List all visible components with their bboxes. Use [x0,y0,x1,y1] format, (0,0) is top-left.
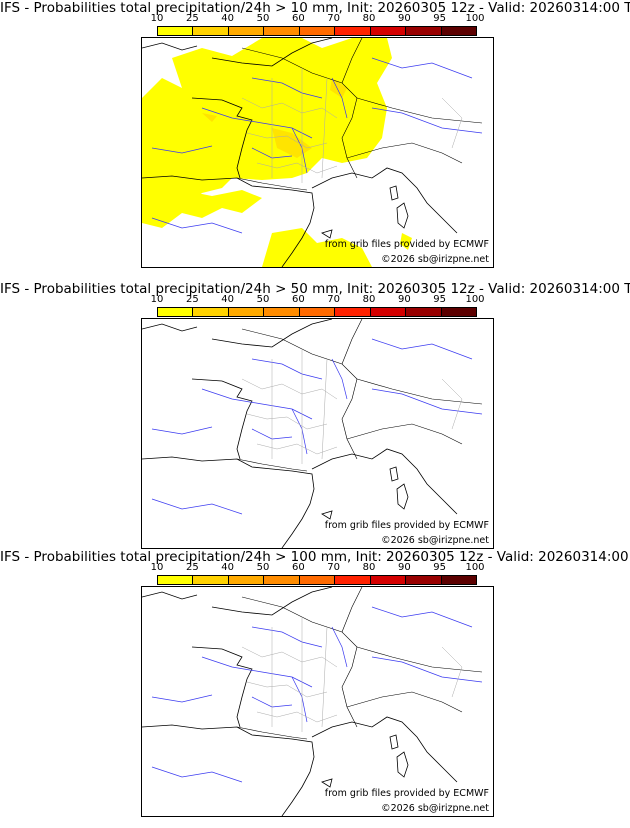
colorbar-segment [228,27,265,35]
colorbar-segment [299,308,336,316]
colorbar-segment [406,27,442,35]
source-credit: from grib files provided by ECMWF [324,788,489,799]
colorbar-segment [193,308,229,316]
colorbar-segment [158,308,194,316]
copyright-credit: ©2026 sb@irizpne.net [381,254,489,265]
rivers [151,606,483,783]
coastline [142,38,458,267]
colorbar-ticks: 10 25 40 50 60 70 80 90 95 100 [151,294,485,306]
colorbar-segment [264,576,300,584]
coastline [142,587,458,816]
colorbar-segment [335,27,371,35]
admin-boundaries [241,68,463,183]
colorbar-segment [441,27,476,35]
copyright-credit: ©2026 sb@irizpne.net [381,535,489,546]
map-drawing [142,319,483,548]
map-drawing [142,587,483,816]
colorbar-tick-label: 10 [150,562,164,573]
colorbar-tick-label: 50 [256,294,270,305]
colorbar-tick-label: 60 [291,562,305,573]
colorbar-tick-label: 95 [433,13,447,24]
colorbar-ticks: 10 25 40 50 60 70 80 90 95 100 [151,562,485,574]
colorbar-tick-label: 25 [185,562,199,573]
panel-title: IFS - Probabilities total precipitation/… [0,549,630,565]
colorbar-segment [335,308,371,316]
colorbar-segment [228,308,265,316]
colorbar-segment [158,27,194,35]
colorbar-segment [441,308,476,316]
probability-map: from grib files provided by ECMWF ©2026 … [141,586,494,817]
colorbar-tick-label: 80 [362,562,376,573]
colorbar-segment [335,576,371,584]
colorbar [157,575,477,585]
source-credit: from grib files provided by ECMWF [324,520,489,531]
colorbar-tick-label: 90 [397,13,411,24]
colorbar-tick-label: 25 [185,294,199,305]
precip-area-10 [400,233,412,250]
colorbar-segment [406,576,442,584]
admin-boundaries [241,349,463,464]
colorbar-tick-label: 40 [221,562,235,573]
source-credit: from grib files provided by ECMWF [324,239,489,250]
colorbar-segment [228,576,265,584]
precip-area-25 [202,78,347,158]
colorbar-tick-label: 90 [397,294,411,305]
precip-area-10 [262,228,372,267]
colorbar-segment [264,308,300,316]
precip-area-10 [142,188,262,228]
colorbar-tick-label: 95 [433,294,447,305]
colorbar-segment [264,27,300,35]
borders [236,38,483,191]
colorbar-tick-label: 70 [327,13,341,24]
colorbar-segment [299,576,336,584]
colorbar-tick-label: 50 [256,562,270,573]
colorbar-tick-label: 80 [362,13,376,24]
probability-map: from grib files provided by ECMWF ©2026 … [141,318,494,549]
colorbar-tick-label: 10 [150,294,164,305]
colorbar-tick-label: 80 [362,294,376,305]
colorbar-segment [193,27,229,35]
colorbar-tick-label: 40 [221,13,235,24]
colorbar-tick-label: 25 [185,13,199,24]
borders [236,587,483,740]
probability-map: from grib files provided by ECMWF ©2026 … [141,37,494,268]
rivers [151,338,483,515]
colorbar-tick-label: 10 [150,13,164,24]
panel-title: IFS - Probabilities total precipitation/… [0,281,630,297]
colorbar-tick-label: 60 [291,13,305,24]
colorbar-tick-label: 100 [465,294,485,305]
colorbar [157,307,477,317]
colorbar-tick-label: 90 [397,562,411,573]
panel-title: IFS - Probabilities total precipitation/… [0,0,630,16]
colorbar-tick-label: 100 [465,562,485,573]
map-drawing [142,38,483,267]
colorbar-tick-label: 95 [433,562,447,573]
colorbar-segment [158,576,194,584]
precip-probability-areas [142,38,412,267]
colorbar-segment [299,27,336,35]
colorbar-tick-label: 60 [291,294,305,305]
colorbar-segment [406,308,442,316]
colorbar-tick-label: 70 [327,294,341,305]
admin-boundaries [241,617,463,732]
precip-area-10 [142,38,392,208]
colorbar-segment [370,308,407,316]
colorbar-tick-label: 50 [256,13,270,24]
colorbar-segment [441,576,476,584]
colorbar [157,26,477,36]
colorbar-ticks: 10 25 40 50 60 70 80 90 95 100 [151,13,485,25]
colorbar-segment [370,27,407,35]
copyright-credit: ©2026 sb@irizpne.net [381,803,489,814]
colorbar-tick-label: 40 [221,294,235,305]
coastline [142,319,458,548]
colorbar-tick-label: 70 [327,562,341,573]
colorbar-tick-label: 100 [465,13,485,24]
borders [236,319,483,472]
colorbar-segment [370,576,407,584]
colorbar-segment [193,576,229,584]
